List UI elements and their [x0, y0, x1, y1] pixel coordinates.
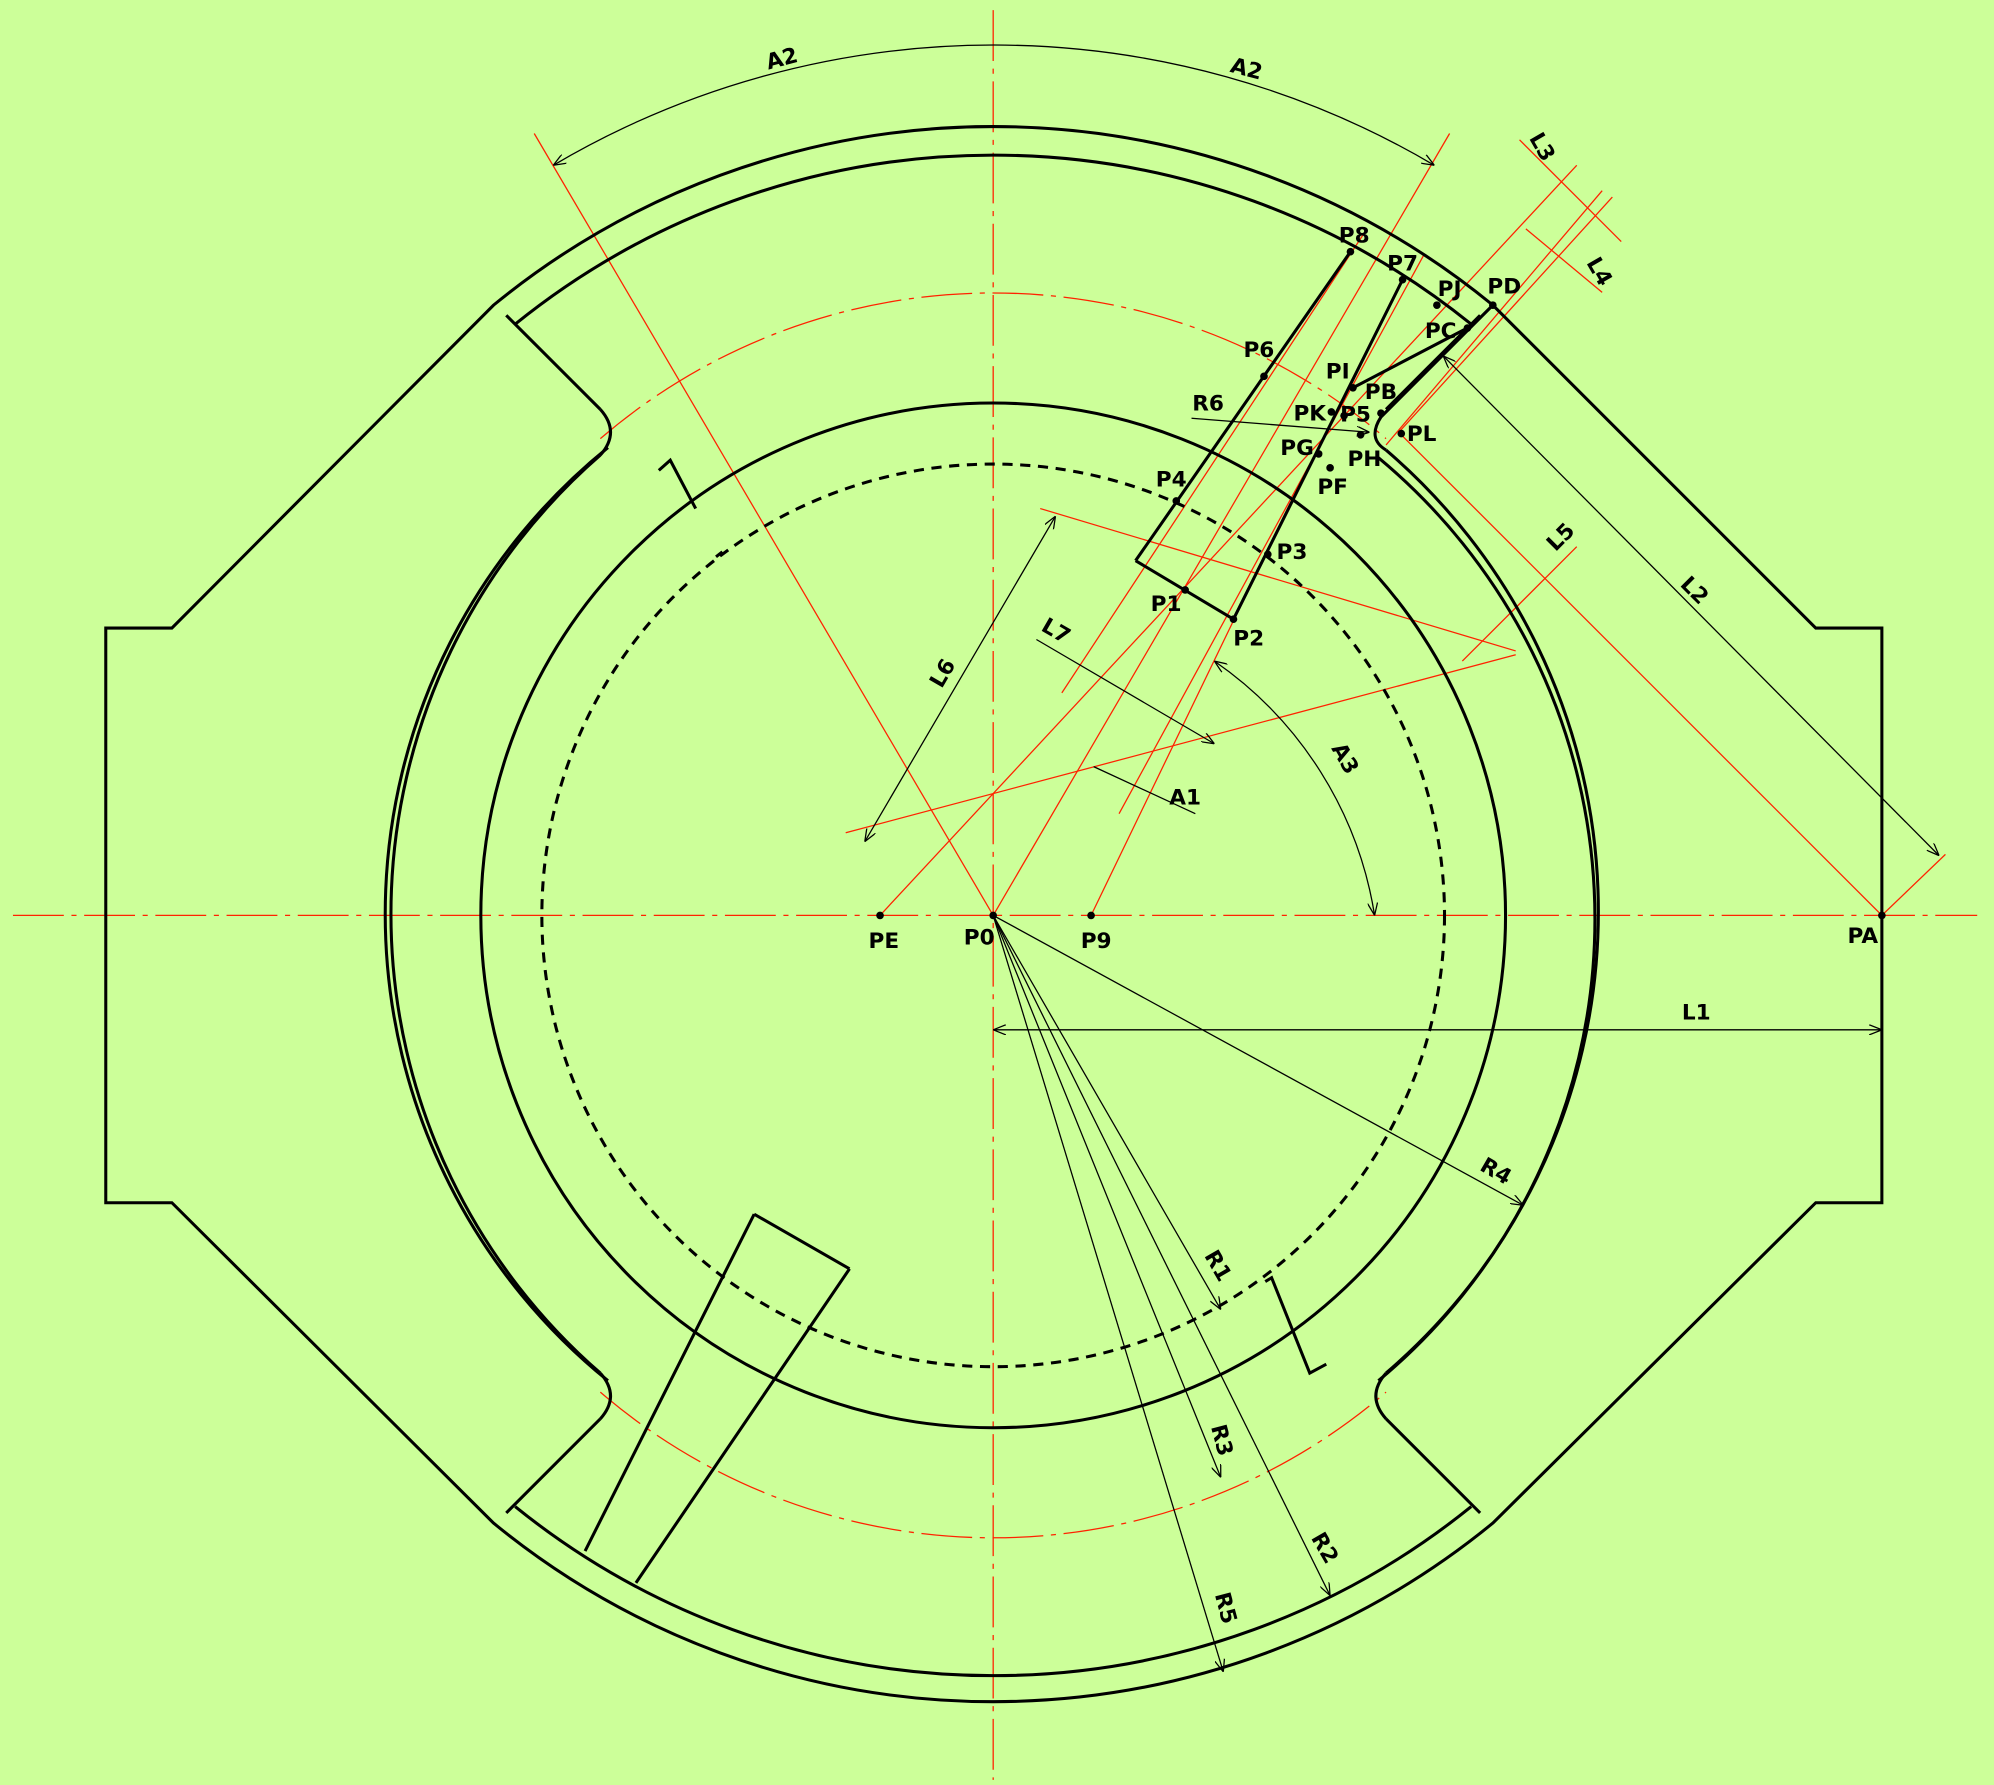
point-label: PB — [1365, 380, 1397, 405]
point-label: P8 — [1339, 223, 1370, 248]
point-dot — [1397, 429, 1406, 438]
dimension-label: R6 — [1192, 391, 1224, 416]
point-dot — [1346, 247, 1355, 256]
point-dot — [1263, 550, 1272, 559]
point-dot — [1314, 450, 1323, 458]
dimension-label: L3 — [1524, 129, 1560, 166]
dimension-label: R4 — [1476, 1153, 1516, 1190]
point-label: P7 — [1387, 251, 1418, 276]
point-dot — [1463, 324, 1472, 332]
point-dot — [1878, 911, 1886, 920]
point-label: PG — [1280, 436, 1314, 461]
point-label: PJ — [1438, 277, 1462, 302]
point-label: P0 — [964, 925, 995, 950]
point-dot — [1377, 409, 1385, 418]
dimension-label: L5 — [1542, 518, 1580, 556]
point-label: P3 — [1277, 540, 1308, 565]
point-dot — [1172, 497, 1181, 505]
point-label: P1 — [1151, 592, 1182, 617]
point-markers — [876, 247, 1886, 920]
point-label: PF — [1317, 475, 1348, 500]
point-label: PA — [1848, 924, 1879, 949]
outline — [104, 125, 1884, 1704]
point-dot — [1349, 383, 1357, 392]
dimension-label: L4 — [1581, 253, 1617, 290]
point-dot — [1489, 301, 1497, 309]
point-dot — [1327, 408, 1336, 416]
point-label: P4 — [1156, 468, 1187, 493]
point-dot — [1181, 586, 1189, 594]
point-dot — [1356, 430, 1365, 439]
center-lines — [12, 10, 1978, 1780]
labels: P0 PE P9 PA P1 P2 P3 P4 P6 P8 P7 PJ PD PC PI PB PK P5 PL PG… — [763, 43, 1878, 1627]
point-dot — [1340, 411, 1348, 420]
point-dot — [1433, 301, 1441, 309]
point-label: P6 — [1243, 338, 1274, 363]
dimension-label: R2 — [1305, 1528, 1342, 1568]
point-label: PL — [1407, 422, 1437, 447]
point-label: PE — [869, 929, 900, 954]
point-label: PI — [1326, 360, 1350, 385]
point-label: P2 — [1233, 626, 1264, 651]
dimension-label: L1 — [1682, 1000, 1711, 1025]
point-dot — [1260, 372, 1268, 381]
point-dot — [989, 911, 997, 920]
dimension-label: A2 — [763, 43, 800, 75]
dimension-label: L2 — [1675, 572, 1713, 610]
construction-lines — [533, 133, 1946, 916]
dimension-label: A3 — [1326, 739, 1364, 779]
dimension-label: R3 — [1205, 1422, 1237, 1459]
dimension-label: A2 — [1228, 53, 1265, 85]
point-dot — [1087, 911, 1095, 920]
point-dot — [1398, 275, 1407, 284]
dimension-lines — [553, 44, 1939, 1672]
point-label: PK — [1293, 401, 1327, 426]
point-label: PD — [1487, 274, 1521, 299]
point-dot — [1229, 615, 1238, 623]
point-label: P5 — [1340, 403, 1371, 428]
dimension-label: A1 — [1169, 785, 1201, 810]
point-label: PC — [1425, 319, 1457, 344]
point-dot — [876, 911, 884, 920]
point-label: PH — [1347, 447, 1381, 472]
dimension-label: R5 — [1209, 1590, 1241, 1627]
point-dot — [1326, 464, 1334, 472]
dimension-label: L7 — [1037, 613, 1074, 649]
point-label: P9 — [1081, 929, 1112, 954]
